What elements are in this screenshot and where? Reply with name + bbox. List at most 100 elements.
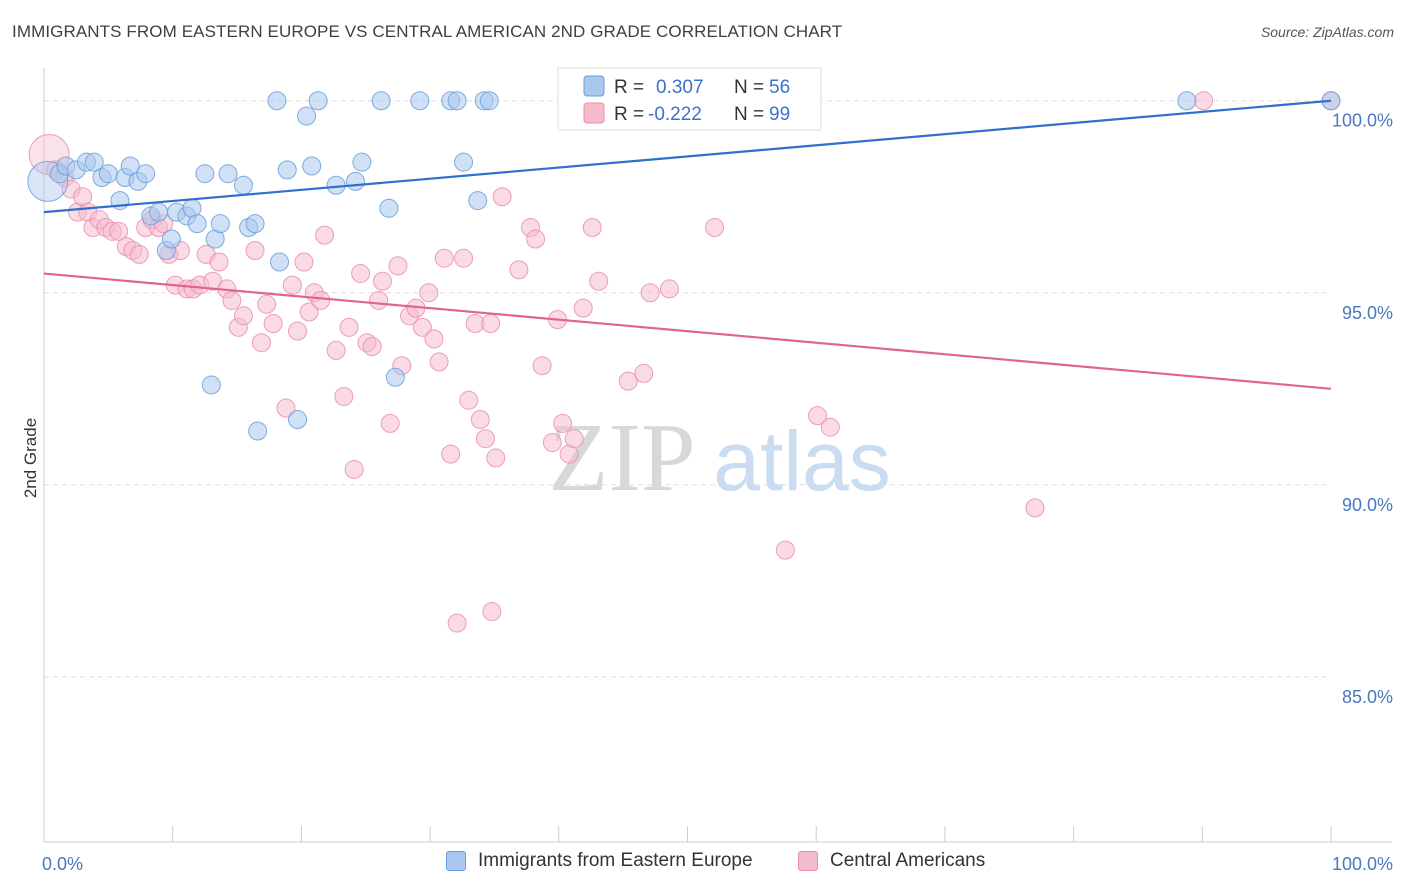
legend-swatch-pink bbox=[583, 102, 605, 124]
data-point-central-americans bbox=[582, 217, 602, 237]
data-point-central-americans bbox=[640, 283, 660, 303]
data-point-central-americans bbox=[263, 313, 283, 333]
data-point-eastern-europe bbox=[379, 198, 399, 218]
x-tick-label: 0.0% bbox=[42, 854, 83, 874]
data-point-central-americans bbox=[564, 429, 584, 449]
data-point-central-americans bbox=[481, 313, 501, 333]
legend-n-value-pink: 99 bbox=[769, 104, 790, 125]
data-point-central-americans bbox=[1025, 498, 1045, 518]
data-point-central-americans bbox=[294, 252, 314, 272]
series-central-americans bbox=[28, 91, 1341, 633]
watermark-atlas: atlas bbox=[713, 414, 890, 508]
legend-label-central-americans: Central Americans bbox=[830, 850, 986, 871]
data-point-eastern-europe bbox=[270, 252, 290, 272]
data-point-central-americans bbox=[553, 413, 573, 433]
chart-source: Source: ZipAtlas.com bbox=[1260, 24, 1394, 40]
data-point-central-americans bbox=[362, 337, 382, 357]
data-point-eastern-europe bbox=[410, 91, 430, 111]
data-point-eastern-europe bbox=[1177, 91, 1197, 111]
data-point-central-americans bbox=[634, 363, 654, 383]
data-point-central-americans bbox=[412, 317, 432, 337]
tick-labels: 85.0% 90.0% 95.0% 100.0% 0.0% 100.0% bbox=[42, 111, 1393, 874]
y-tick-label: 100.0% bbox=[1332, 111, 1393, 131]
legend-swatch-blue bbox=[583, 75, 605, 97]
y-tick-label: 95.0% bbox=[1342, 303, 1393, 323]
data-point-eastern-europe bbox=[371, 91, 391, 111]
data-point-central-americans bbox=[532, 356, 552, 376]
data-point-central-americans bbox=[388, 256, 408, 276]
data-point-central-americans bbox=[482, 602, 502, 622]
data-point-central-americans bbox=[380, 413, 400, 433]
legend-n-label-blue: N = bbox=[734, 77, 764, 98]
axes bbox=[43, 68, 1392, 843]
data-point-central-americans bbox=[369, 290, 389, 310]
x-tick-label: 100.0% bbox=[1332, 854, 1393, 874]
trend-lines bbox=[43, 99, 1332, 390]
data-point-central-americans bbox=[475, 429, 495, 449]
data-point-central-americans bbox=[315, 225, 335, 245]
legend-item-central-americans: Central Americans bbox=[798, 850, 985, 872]
data-point-eastern-europe bbox=[195, 164, 215, 184]
data-point-eastern-europe bbox=[267, 91, 287, 111]
data-point-central-americans bbox=[775, 540, 795, 560]
data-point-central-americans bbox=[542, 433, 562, 453]
data-point-central-americans bbox=[459, 390, 479, 410]
legend-r-value-pink: -0.222 bbox=[648, 104, 702, 125]
data-point-eastern-europe bbox=[447, 91, 467, 111]
legend-n-value-blue: 56 bbox=[769, 77, 790, 98]
data-point-central-americans bbox=[339, 317, 359, 337]
data-point-central-americans bbox=[486, 448, 506, 468]
data-point-central-americans bbox=[470, 410, 490, 430]
data-point-eastern-europe bbox=[302, 156, 322, 176]
data-point-central-americans bbox=[447, 613, 467, 633]
data-point-eastern-europe bbox=[245, 214, 265, 234]
data-point-central-americans bbox=[705, 217, 725, 237]
data-point-central-americans bbox=[509, 260, 529, 280]
data-point-eastern-europe bbox=[98, 164, 118, 184]
data-point-central-americans bbox=[807, 406, 827, 426]
data-point-eastern-europe bbox=[345, 171, 365, 191]
data-point-eastern-europe bbox=[84, 152, 104, 172]
data-point-central-americans bbox=[282, 275, 302, 295]
data-point-eastern-europe bbox=[233, 175, 253, 195]
data-point-eastern-europe bbox=[201, 375, 221, 395]
data-point-eastern-europe bbox=[454, 152, 474, 172]
data-point-central-americans bbox=[311, 290, 331, 310]
data-point-central-americans bbox=[257, 294, 277, 314]
data-point-central-americans bbox=[589, 271, 609, 291]
legend-n-label-pink: N = bbox=[734, 104, 764, 125]
data-point-central-americans bbox=[526, 229, 546, 249]
data-point-eastern-europe bbox=[297, 106, 317, 126]
data-point-eastern-europe bbox=[149, 202, 169, 222]
series-immigrants-eastern-europe bbox=[27, 91, 1341, 441]
data-point-eastern-europe bbox=[308, 91, 328, 111]
data-point-eastern-europe bbox=[288, 410, 308, 430]
data-point-eastern-europe bbox=[187, 214, 207, 234]
data-point-central-americans bbox=[618, 371, 638, 391]
legend-item-eastern-europe: Immigrants from Eastern Europe bbox=[446, 850, 753, 872]
data-point-central-americans bbox=[299, 302, 319, 322]
data-point-eastern-europe bbox=[352, 152, 372, 172]
data-point-central-americans bbox=[820, 417, 840, 437]
legend-swatch-eastern-europe bbox=[446, 851, 466, 871]
data-point-central-americans bbox=[1194, 91, 1214, 111]
data-point-eastern-europe bbox=[161, 229, 181, 249]
data-point-central-americans bbox=[276, 398, 296, 418]
data-point-eastern-europe bbox=[210, 214, 230, 234]
data-point-central-americans bbox=[209, 252, 229, 272]
data-point-central-americans bbox=[252, 333, 272, 353]
data-point-central-americans bbox=[454, 248, 474, 268]
data-point-central-americans bbox=[659, 279, 679, 299]
legend-r-value-blue: 0.307 bbox=[656, 77, 704, 98]
y-axis-label: 2nd Grade bbox=[21, 418, 40, 498]
data-point-central-americans bbox=[245, 241, 265, 261]
data-point-eastern-europe bbox=[277, 160, 297, 180]
chart-title: IMMIGRANTS FROM EASTERN EUROPE VS CENTRA… bbox=[12, 22, 843, 41]
data-point-eastern-europe bbox=[479, 91, 499, 111]
trend-line-eastern-europe bbox=[43, 99, 1332, 214]
data-point-central-americans bbox=[573, 298, 593, 318]
data-point-central-americans bbox=[372, 271, 392, 291]
data-point-central-americans bbox=[326, 340, 346, 360]
data-point-central-americans bbox=[424, 329, 444, 349]
